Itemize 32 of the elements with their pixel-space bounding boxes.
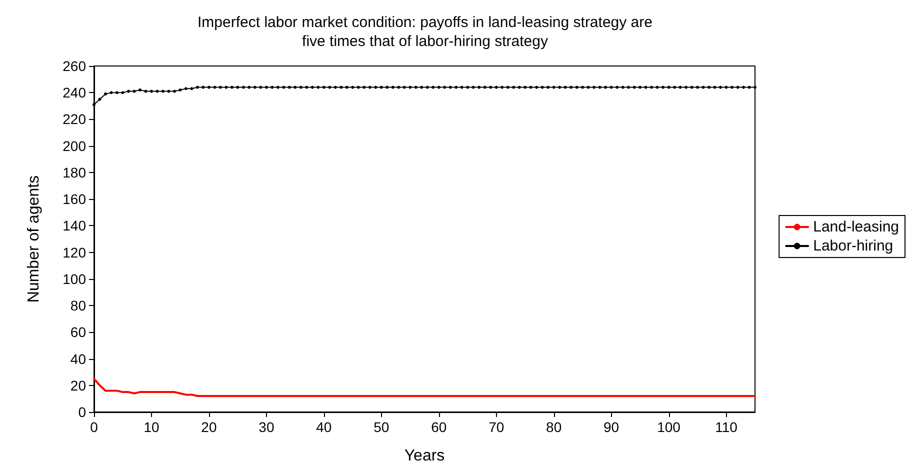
line-series [93,378,756,398]
x-tick-label: 70 [488,419,504,435]
legend-label: Land-leasing [813,218,900,236]
y-tick-label: 200 [62,138,86,154]
y-tick-label: 60 [70,324,86,340]
x-tick-label: 100 [657,419,681,435]
x-tick-label: 20 [201,419,217,435]
x-tick-label: 60 [431,419,447,435]
x-axis-title: Years [404,448,445,464]
y-tick-label: 140 [62,218,86,234]
y-tick-label: 80 [70,298,86,314]
x-tick-label: 50 [374,419,390,435]
x-tick-label: 80 [546,419,562,435]
x-tick-label: 40 [316,419,332,435]
y-tick-label: 120 [62,244,86,260]
y-tick-label: 160 [62,191,86,208]
y-tick-label: 20 [70,377,86,394]
y-tick-label: 220 [62,111,86,128]
x-tick-label: 30 [258,419,274,435]
y-tick-label: 180 [62,164,86,180]
x-tick-label: 110 [715,419,738,435]
y-tick-label: 240 [62,84,86,101]
y-axis-title: Number of agents [26,175,42,303]
x-tick-label: 0 [90,419,98,435]
chart-title: Imperfect labor market condition: payoffs in land-leasing strategy are five times that of labor-hiring strategy [198,14,652,50]
y-tick-label: 40 [70,350,86,367]
y-tick-label: 0 [78,404,86,420]
legend-label: Labor-hiring [813,238,894,254]
y-tick-label: 100 [62,270,86,287]
x-tick-label: 90 [604,419,620,435]
y-tick-label: 260 [62,58,86,74]
x-tick-label: 10 [144,419,160,435]
